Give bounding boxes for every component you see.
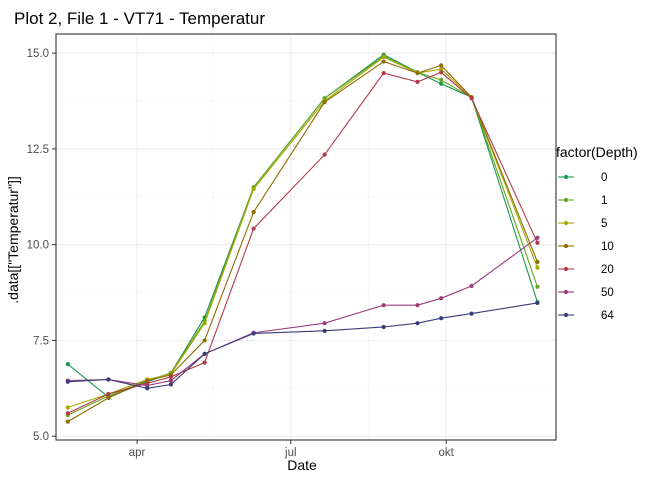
legend-label: 1 (601, 195, 607, 207)
data-point (145, 386, 150, 391)
legend-label: 20 (601, 264, 614, 276)
data-point (65, 419, 70, 424)
legend-key-point (563, 243, 569, 249)
grid-lines (56, 34, 556, 440)
data-point (415, 70, 420, 76)
data-point (535, 284, 540, 289)
y-tick-label: 7.5 (33, 335, 49, 347)
data-point (202, 321, 207, 326)
data-point (106, 391, 111, 397)
data-point (415, 303, 420, 308)
legend-item: 5 (558, 218, 607, 230)
data-point (439, 63, 444, 68)
legend-item: 50 (558, 287, 614, 299)
series-line (67, 56, 538, 408)
data-point (251, 226, 256, 231)
data-point (535, 265, 540, 270)
data-point (65, 379, 70, 384)
legend: factor(Depth) 0 1 5 10 20 50 64 (556, 144, 638, 322)
legend-label: 0 (601, 172, 607, 184)
legend-item: 10 (558, 241, 614, 253)
series-line (67, 60, 538, 423)
data-point (202, 360, 207, 365)
x-tick-label: jul (284, 447, 297, 459)
series-line (67, 54, 538, 398)
data-point (381, 324, 386, 330)
x-tick-label: okt (439, 447, 455, 459)
data-point (322, 100, 327, 105)
series-layer (65, 52, 540, 424)
x-axis-title: Date (287, 457, 317, 473)
data-point (469, 283, 474, 289)
data-point (168, 378, 173, 383)
data-point (251, 187, 256, 192)
data-point (65, 362, 70, 367)
data-point (469, 96, 474, 101)
data-point (322, 321, 327, 326)
data-point (168, 382, 173, 387)
data-point (535, 235, 540, 240)
data-point (439, 316, 444, 321)
data-point (381, 303, 386, 308)
legend-label: 64 (601, 310, 614, 322)
data-point (439, 77, 444, 83)
data-point (439, 81, 444, 86)
legend-key-point (563, 266, 569, 272)
data-point (251, 210, 256, 215)
legend-item: 20 (558, 264, 614, 276)
data-point (381, 54, 386, 60)
series-line (67, 55, 538, 416)
data-point (535, 240, 540, 245)
data-point (469, 311, 474, 316)
legend-item: 0 (558, 172, 607, 184)
data-point (381, 70, 386, 76)
data-point (202, 351, 207, 356)
data-point (439, 67, 444, 72)
data-point (535, 259, 540, 264)
data-point (535, 300, 540, 305)
panel-border (55, 33, 557, 441)
x-tick-label: apr (129, 447, 146, 459)
legend-item: 1 (558, 195, 607, 207)
data-point (439, 296, 444, 301)
data-point (251, 331, 256, 336)
data-point (322, 152, 327, 157)
series-line (67, 237, 538, 387)
series-line (67, 302, 538, 389)
legend-key-point (563, 174, 569, 180)
data-point (439, 70, 444, 75)
legend-label: 5 (601, 218, 607, 230)
y-tick-label: 10.0 (27, 240, 49, 252)
y-axis: 5.0 7.5 10.0 12.5 15.0 (27, 48, 56, 443)
legend-key-point (563, 289, 569, 295)
y-tick-label: 5.0 (33, 431, 49, 443)
series-depth-64 (65, 300, 540, 391)
legend-label: 10 (601, 241, 614, 253)
data-point (322, 328, 327, 333)
y-axis-title: .data[["Temperatur"]] (5, 176, 21, 303)
x-axis: apr jul okt (129, 440, 455, 459)
y-tick-label: 12.5 (27, 144, 49, 156)
legend-title: factor(Depth) (556, 144, 638, 160)
legend-key-point (563, 220, 569, 226)
data-point (381, 59, 386, 64)
legend-key-point (563, 197, 569, 203)
data-point (106, 377, 111, 382)
legend-key-point (563, 312, 569, 318)
data-point (65, 405, 70, 410)
data-point (168, 374, 173, 379)
data-point (106, 395, 111, 400)
y-tick-label: 15.0 (27, 48, 49, 60)
data-point (65, 411, 70, 416)
series-line (67, 71, 538, 414)
legend-item: 64 (558, 310, 614, 322)
chart-title: Plot 2, File 1 - VT71 - Temperatur (14, 9, 265, 28)
data-point (415, 79, 420, 84)
legend-label: 50 (601, 287, 614, 299)
data-point (202, 338, 207, 343)
data-point (415, 321, 420, 326)
